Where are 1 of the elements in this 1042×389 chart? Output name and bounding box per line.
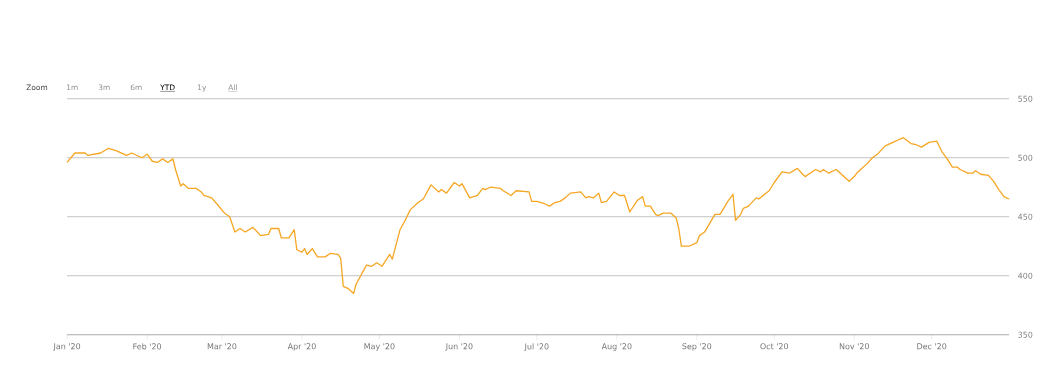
line-series: [66, 137, 1010, 295]
